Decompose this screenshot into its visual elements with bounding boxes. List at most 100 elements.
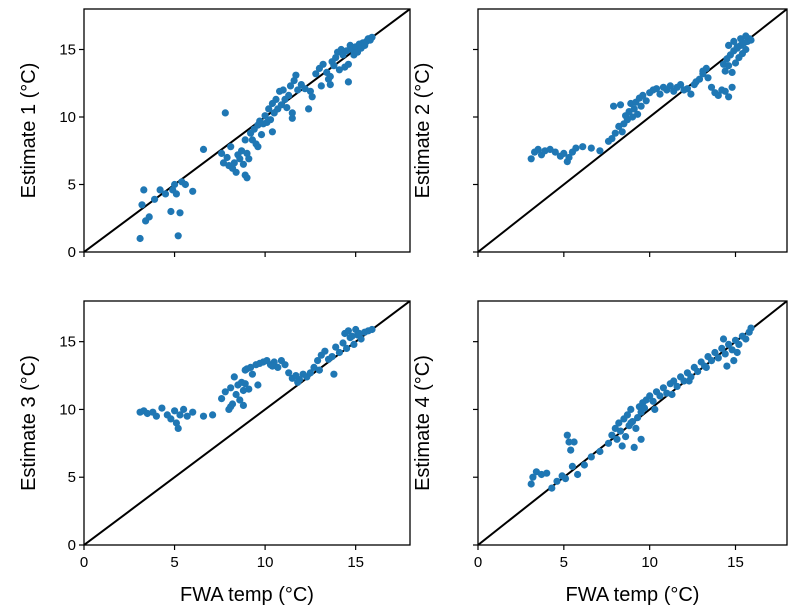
scatter-point — [668, 390, 676, 399]
scatter-point — [305, 105, 313, 113]
scatter-point — [640, 404, 649, 412]
scatter-point — [677, 81, 685, 89]
scatter-point — [238, 147, 246, 155]
scatter-point — [615, 419, 623, 427]
scatter-point — [680, 377, 688, 385]
scatter-point — [326, 72, 334, 81]
scatter-point — [350, 340, 358, 348]
scatter-point — [344, 60, 352, 68]
y-tick-label: 0 — [68, 537, 76, 554]
scatter-point — [330, 62, 338, 70]
scatter-point — [699, 67, 707, 75]
scatter-point — [596, 147, 604, 155]
scatter-point — [151, 195, 159, 203]
scatter-point — [245, 385, 253, 393]
axes-frame — [477, 8, 788, 253]
scatter-point — [145, 213, 153, 221]
scatter-point — [630, 443, 638, 451]
scatter-point — [616, 101, 625, 109]
scatter-point — [553, 477, 561, 485]
scatter-point — [257, 131, 266, 139]
scatter-point — [368, 33, 376, 41]
axes-frame — [83, 300, 411, 546]
scatter-point — [623, 411, 632, 419]
panel-estimate-1: 0 5 10 15 Estimate 1 (°C) — [18, 8, 411, 261]
scatter-point — [543, 469, 551, 477]
scatter-point — [218, 395, 226, 403]
scatter-point — [580, 461, 589, 469]
y-axis-label: Estimate 4 (°C) — [412, 355, 434, 491]
scatter-point — [730, 37, 738, 46]
scatter-points — [136, 33, 376, 243]
scatter-point — [721, 87, 729, 95]
scatter-point — [725, 340, 733, 348]
scatter-point — [136, 234, 144, 243]
scatter-point — [587, 144, 595, 152]
scatter-point — [343, 344, 351, 352]
panel-estimate-2: Estimate 2 (°C) — [412, 8, 788, 257]
y-tick-label: 15 — [59, 334, 76, 351]
scatter-point — [728, 68, 736, 76]
scatter-point — [368, 325, 376, 334]
scatter-point — [627, 405, 635, 413]
scatter-point — [616, 427, 625, 435]
scatter-point — [610, 102, 618, 110]
scatter-point — [279, 86, 287, 94]
scatter-point — [646, 392, 654, 400]
scatter-point — [634, 110, 642, 118]
scatter-point — [199, 412, 208, 420]
scatter-point — [232, 168, 240, 176]
scatter-point — [613, 435, 621, 443]
scatter-point — [261, 112, 269, 120]
scatter-point — [285, 369, 293, 377]
scatter-point — [721, 67, 729, 75]
x-axis-label: FWA temp (°C) — [180, 584, 314, 606]
scatter-point — [630, 105, 638, 113]
scatter-point — [339, 339, 347, 347]
y-tick-label: 10 — [59, 109, 76, 126]
scatter-point — [733, 43, 741, 51]
y-axis-label: Estimate 1 (°C) — [18, 63, 40, 199]
scatter-point — [218, 149, 226, 157]
scatter-point — [344, 78, 352, 86]
scatter-point — [227, 403, 235, 411]
scatter-point — [618, 128, 626, 136]
scatter-point — [649, 397, 657, 405]
y-tick-label: 5 — [68, 177, 76, 194]
scatter-point — [266, 116, 275, 124]
scatter-point — [666, 82, 674, 90]
scatter-point — [330, 370, 338, 378]
scatter-point — [618, 442, 626, 450]
scatter-point — [343, 47, 351, 55]
x-tick-label: 0 — [474, 554, 482, 571]
scatter-point — [551, 148, 559, 156]
scatter-point — [140, 186, 148, 194]
scatter-point — [143, 409, 151, 418]
x-axis-label: FWA temp (°C) — [566, 584, 700, 606]
scatter-point — [321, 347, 329, 355]
scatter-point — [742, 335, 750, 343]
scatter-point — [574, 470, 582, 479]
scatter-points — [527, 32, 755, 166]
scatter-point — [199, 145, 208, 153]
scatter-point — [718, 344, 726, 352]
scatter-point — [239, 401, 247, 409]
scatter-point — [319, 60, 327, 68]
scatter-point — [221, 388, 229, 396]
scatter-point — [189, 187, 197, 195]
scatter-point — [704, 74, 712, 82]
scatter-point — [332, 54, 340, 62]
scatter-point — [714, 91, 722, 99]
scatter-point — [167, 207, 175, 216]
scatter-point — [294, 378, 302, 386]
scatter-point — [156, 186, 164, 194]
scatter-point — [254, 381, 262, 389]
scatter-point — [332, 343, 340, 351]
scatter-point — [596, 447, 604, 456]
scatter-point — [227, 143, 235, 151]
scatter-point — [652, 85, 661, 93]
axes-frame — [477, 300, 788, 546]
scatter-point — [527, 155, 535, 163]
scatter-point — [728, 83, 736, 91]
scatter-point — [587, 453, 595, 461]
